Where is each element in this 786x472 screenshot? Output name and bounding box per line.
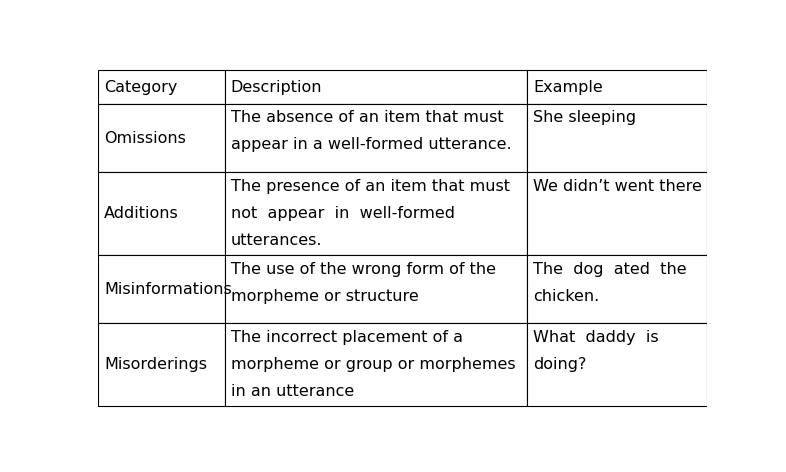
Text: appear in a well-formed utterance.: appear in a well-formed utterance. (230, 137, 511, 152)
Bar (98, 104, 225, 172)
Text: What  daddy  is: What daddy is (533, 330, 659, 345)
Text: chicken.: chicken. (533, 289, 599, 303)
Text: Category: Category (105, 80, 178, 95)
Bar (225, 70, 527, 104)
Bar (527, 104, 707, 172)
Text: Misorderings: Misorderings (105, 357, 208, 372)
Text: Description: Description (230, 80, 322, 95)
Text: She sleeping: She sleeping (533, 110, 636, 126)
Text: The absence of an item that must: The absence of an item that must (230, 110, 503, 126)
Text: We didn’t went there: We didn’t went there (533, 179, 702, 194)
Bar (225, 104, 527, 172)
Text: doing?: doing? (533, 357, 586, 372)
Text: The use of the wrong form of the: The use of the wrong form of the (230, 261, 496, 277)
Text: The incorrect placement of a: The incorrect placement of a (230, 330, 463, 345)
Bar (98, 323, 225, 406)
Bar (225, 323, 527, 406)
Text: utterances.: utterances. (230, 233, 322, 248)
Bar (527, 323, 707, 406)
Bar (527, 255, 707, 323)
Bar (98, 70, 225, 104)
Text: morpheme or structure: morpheme or structure (230, 289, 418, 303)
Text: The  dog  ated  the: The dog ated the (533, 261, 686, 277)
Text: morpheme or group or morphemes: morpheme or group or morphemes (230, 357, 516, 372)
Bar (98, 255, 225, 323)
Text: Misinformations: Misinformations (105, 282, 232, 297)
Text: Additions: Additions (105, 206, 179, 221)
Text: in an utterance: in an utterance (230, 384, 354, 399)
Text: not  appear  in  well-formed: not appear in well-formed (230, 206, 454, 221)
Bar (225, 172, 527, 255)
Bar (98, 172, 225, 255)
Text: The presence of an item that must: The presence of an item that must (230, 179, 509, 194)
Bar (225, 255, 527, 323)
Text: Omissions: Omissions (105, 131, 186, 145)
Text: Example: Example (533, 80, 603, 95)
Bar (527, 172, 707, 255)
Bar (527, 70, 707, 104)
